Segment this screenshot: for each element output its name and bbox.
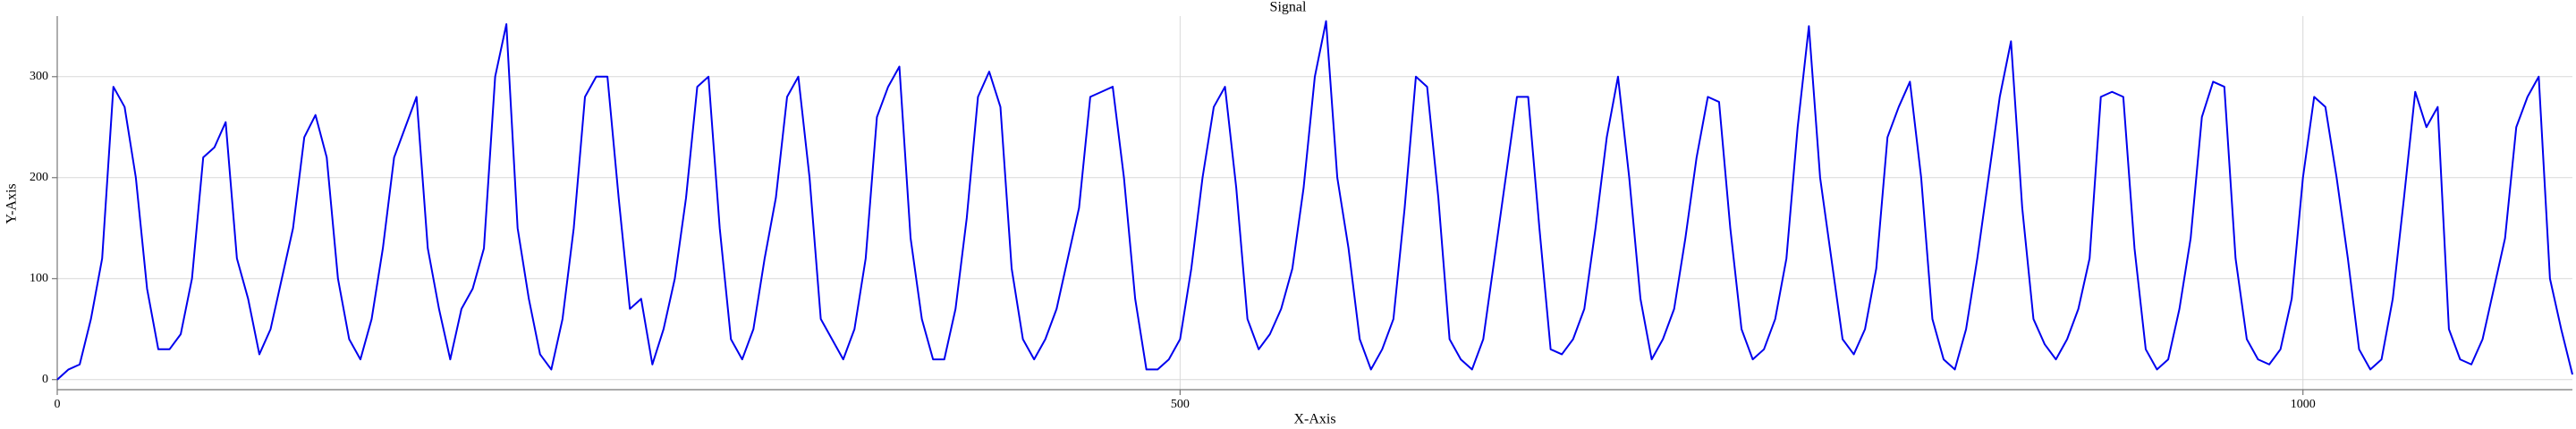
chart-title: Signal [1270,0,1307,15]
x-axis-label: X-Axis [1293,412,1335,427]
x-tick-label: 0 [55,398,61,411]
x-tick-label: 500 [1171,398,1190,411]
y-tick-label: 100 [30,272,48,285]
x-tick-label: 1000 [2291,398,2316,411]
y-axis-label: Y-Axis [4,183,20,223]
signal-line [56,20,2573,381]
y-tick-label: 0 [42,373,48,386]
y-tick-label: 300 [30,70,48,83]
y-tick-label: 200 [30,171,48,184]
